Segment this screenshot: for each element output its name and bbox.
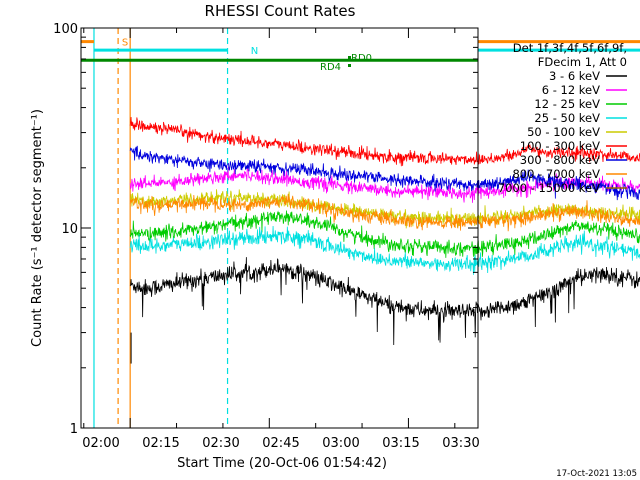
legend-label-1: 6 - 12 keV [542, 83, 600, 97]
rd0-marker [348, 56, 351, 59]
x-tick-label: 02:45 [262, 436, 299, 451]
x-axis-label: Start Time (20-Oct-06 01:54:42) [177, 456, 387, 471]
rd4-marker [348, 64, 351, 67]
legend-label-0: 3 - 6 keV [549, 69, 600, 83]
x-tick-label: 02:15 [142, 436, 179, 451]
x-tick-label: 03:30 [442, 436, 479, 451]
x-tick-label: 03:15 [382, 436, 419, 451]
flag-bars: SN [81, 38, 640, 62]
series-50-100kev-line [129, 189, 640, 229]
axes: 1 10 100 02:00 02:15 02:30 02:45 03:00 03:15 03:3… [53, 22, 480, 451]
vertical-marker-lines [93, 28, 229, 428]
legend-label-7: 800 - 7000 keV [512, 167, 600, 181]
series-800-7000kev-line [129, 193, 640, 232]
y-axis-label: Count Rate (s⁻¹ detector segment⁻¹) [30, 109, 45, 347]
data-series [129, 117, 640, 364]
annotation-rd4: RD4 [320, 62, 341, 73]
series-25-50kev-line [129, 225, 640, 275]
chart-title: RHESSI Count Rates [205, 2, 356, 20]
legend-label-3: 25 - 50 keV [534, 111, 600, 125]
legend-label-6: 300 - 800 keV [520, 153, 600, 167]
series-12-25kev-line [129, 210, 640, 258]
series-300-800kev-line [129, 145, 640, 201]
legend-label-2: 12 - 25 keV [534, 97, 600, 111]
x-tick-label: 02:00 [82, 436, 119, 451]
flag-label-s: S [122, 38, 128, 49]
legend-header-2: FDecim 1, Att 0 [538, 55, 627, 69]
y-tick-label: 100 [53, 22, 78, 37]
legend-label-4: 50 - 100 keV [527, 125, 600, 139]
legend: Det 1f,3f,4f,5f,6f,9f, FDecim 1, Att 0 3… [498, 41, 627, 195]
series-100-300kev-line [129, 117, 640, 167]
series-3-6kev-line [129, 257, 640, 346]
annotation-rd0: RD0 [351, 53, 372, 64]
legend-header-1: Det 1f,3f,4f,5f,6f,9f, [513, 41, 627, 55]
footer-timestamp: 17-Oct-2021 13:05 [556, 469, 637, 479]
x-tick-label: 02:30 [202, 436, 239, 451]
legend-label-5: 100 - 300 keV [520, 139, 600, 153]
x-tick-label: 03:00 [322, 436, 359, 451]
flag-label-n: N [251, 46, 258, 57]
y-tick-label: 10 [61, 222, 78, 237]
legend-label-8: 7000 - 15000 keV [498, 181, 600, 195]
y-tick-label: 1 [70, 422, 78, 437]
